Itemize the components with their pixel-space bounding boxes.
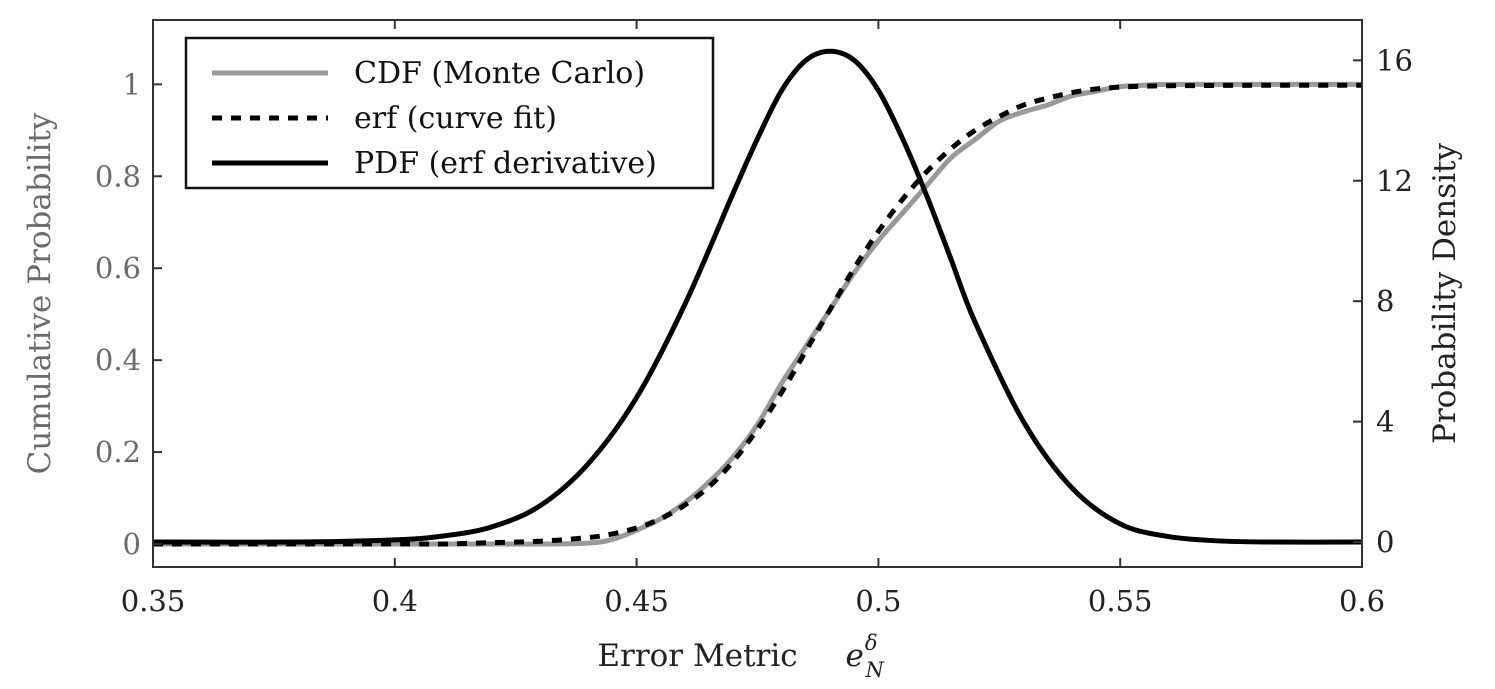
- series-line-3: [153, 48, 1362, 545]
- y-right-tick-label: 16: [1376, 43, 1413, 77]
- y-left-axis-label: Cumulative Probability: [22, 112, 58, 474]
- y-right-tick-label: 0: [1376, 525, 1394, 559]
- series-layer: [153, 48, 1362, 547]
- legend: CDF (Monte Carlo) erf (curve fit) PDF (erf…: [184, 36, 715, 190]
- y-left-tick-label: 1: [123, 67, 141, 101]
- x-tick-label: 0.45: [604, 584, 669, 618]
- x-tick-label: 0.4: [372, 584, 418, 618]
- x-axis-math: eδ N: [846, 631, 885, 682]
- y-left-tick-label: 0.8: [95, 159, 141, 193]
- x-tick-label: 0.6: [1339, 584, 1385, 618]
- series-line-2: [153, 82, 1362, 547]
- y-left-tick-label: 0: [123, 527, 141, 561]
- y-left-tick-label: 0.4: [95, 343, 141, 377]
- x-axis-label: Error Metric: [597, 638, 797, 674]
- legend-label-2: erf (curve fit): [354, 101, 557, 136]
- legend-label-3: PDF (erf derivative): [354, 146, 657, 181]
- x-tick-label: 0.55: [1088, 584, 1153, 618]
- y-right-tick-label: 4: [1376, 405, 1394, 439]
- y-right-axis-label: Probability Density: [1427, 142, 1463, 444]
- axes-layer: 0.35 0.4 0.45 0.5 0.55 0.6 0 0.2 0.4 0.6 0.8 1 0 4 8 12…: [22, 19, 1463, 682]
- plot-frame: [152, 19, 1363, 568]
- legend-label-1: CDF (Monte Carlo): [354, 56, 645, 91]
- y-left-tick-label: 0.2: [95, 435, 141, 469]
- x-tick-label: 0.35: [121, 584, 186, 618]
- y-right-tick-label: 8: [1376, 284, 1394, 318]
- x-tick-label: 0.5: [855, 584, 901, 618]
- y-right-tick-label: 12: [1376, 164, 1413, 198]
- y-left-tick-label: 0.6: [95, 251, 141, 285]
